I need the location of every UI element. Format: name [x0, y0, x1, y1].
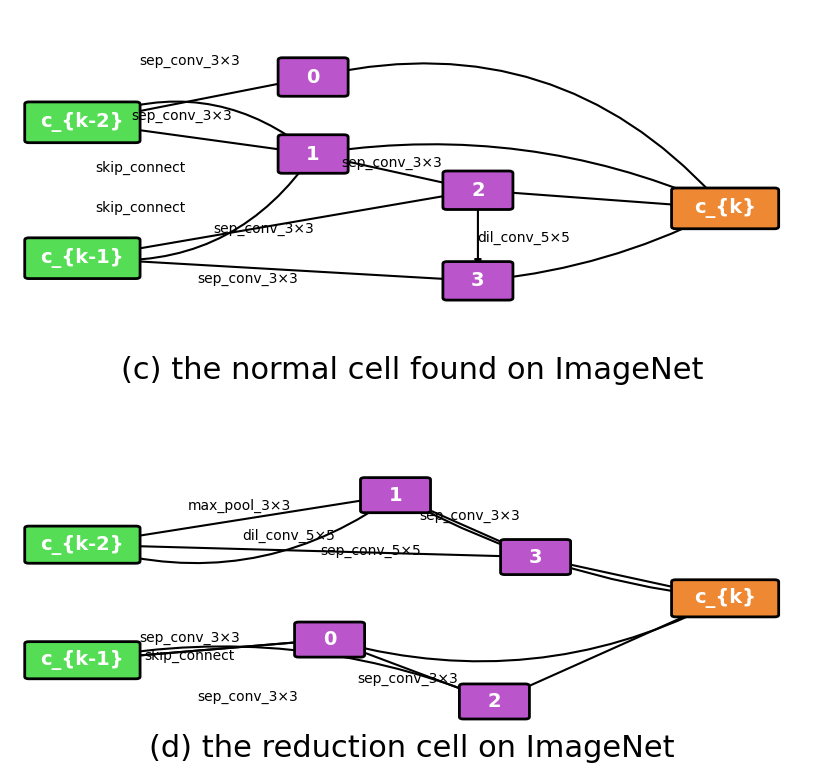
FancyBboxPatch shape [295, 622, 364, 657]
Text: sep_conv_3×3: sep_conv_3×3 [197, 271, 297, 285]
Text: sep_conv_3×3: sep_conv_3×3 [341, 156, 442, 170]
Text: c_{k-1}: c_{k-1} [40, 249, 124, 268]
Text: 0: 0 [307, 67, 320, 86]
Text: dil_conv_5×5: dil_conv_5×5 [477, 230, 569, 245]
Text: (d) the reduction cell on ImageNet: (d) the reduction cell on ImageNet [149, 735, 675, 764]
FancyBboxPatch shape [443, 262, 513, 300]
FancyBboxPatch shape [25, 102, 140, 143]
Text: sep_conv_5×5: sep_conv_5×5 [321, 544, 421, 558]
Text: sep_conv_3×3: sep_conv_3×3 [358, 672, 458, 686]
Text: 3: 3 [529, 547, 542, 567]
Text: skip_connect: skip_connect [95, 201, 185, 216]
Text: 2: 2 [488, 692, 501, 711]
FancyBboxPatch shape [279, 135, 348, 173]
Text: 1: 1 [389, 485, 402, 505]
Text: 0: 0 [323, 630, 336, 649]
Text: 1: 1 [307, 144, 320, 164]
Text: sep_conv_3×3: sep_conv_3×3 [419, 509, 520, 523]
Text: 3: 3 [471, 271, 485, 290]
Text: sep_conv_3×3: sep_conv_3×3 [197, 691, 297, 704]
Text: c_{k-1}: c_{k-1} [40, 650, 124, 670]
FancyBboxPatch shape [25, 526, 140, 563]
FancyBboxPatch shape [25, 238, 140, 278]
Text: 2: 2 [471, 181, 485, 200]
Text: c_{k-2}: c_{k-2} [40, 112, 124, 132]
Text: skip_connect: skip_connect [95, 161, 185, 175]
FancyBboxPatch shape [279, 58, 348, 96]
FancyBboxPatch shape [501, 539, 570, 575]
Text: skip_connect: skip_connect [144, 649, 235, 663]
Text: (c) the normal cell found on ImageNet: (c) the normal cell found on ImageNet [121, 356, 703, 385]
Text: c_{k}: c_{k} [694, 198, 756, 219]
Text: sep_conv_3×3: sep_conv_3×3 [131, 108, 232, 122]
FancyBboxPatch shape [460, 684, 530, 719]
FancyBboxPatch shape [672, 579, 779, 617]
FancyBboxPatch shape [25, 641, 140, 679]
Text: sep_conv_3×3: sep_conv_3×3 [213, 222, 314, 236]
Text: c_{k}: c_{k} [694, 588, 756, 608]
FancyBboxPatch shape [443, 171, 513, 209]
Text: dil_conv_5×5: dil_conv_5×5 [242, 529, 335, 543]
FancyBboxPatch shape [360, 477, 430, 513]
Text: max_pool_3×3: max_pool_3×3 [187, 499, 291, 513]
Text: sep_conv_3×3: sep_conv_3×3 [139, 630, 240, 644]
Text: sep_conv_3×3: sep_conv_3×3 [139, 54, 240, 68]
Text: c_{k-2}: c_{k-2} [40, 535, 124, 554]
FancyBboxPatch shape [672, 188, 779, 229]
